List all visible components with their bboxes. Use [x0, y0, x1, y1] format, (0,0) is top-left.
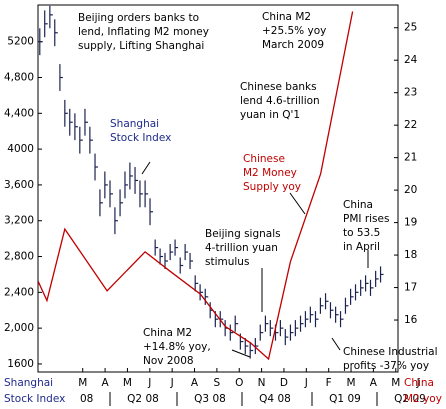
pointer [231, 349, 251, 358]
pointer [141, 161, 151, 175]
y2-tick-label: 20 [404, 184, 417, 196]
x-tick-label: J [304, 377, 308, 389]
annotation: Beijing signals [205, 228, 281, 240]
y2-tick-label: 25 [404, 22, 417, 34]
x-tick-label: O [235, 377, 243, 389]
axis-label: Shanghai [4, 377, 53, 389]
x-tick-label: A [191, 377, 199, 389]
quarter-label: Q2 09 [394, 393, 426, 405]
x-tick-label: M [78, 377, 87, 389]
y-tick-label: 5200 [7, 36, 34, 48]
annotation: Supply yoy [243, 181, 301, 193]
y2-tick-label: 18 [404, 249, 417, 261]
y-tick-label: 1600 [7, 358, 34, 370]
y2-tick-label: 16 [404, 314, 418, 326]
x-tick-label: A [101, 377, 109, 389]
x-tick-label: J [147, 377, 151, 389]
annotation: March 2009 [262, 39, 324, 51]
y-tick-label: 2,000 [4, 322, 34, 334]
annotation: lend 4.6-trillion [240, 95, 320, 107]
axis-label: China [404, 377, 434, 389]
x-tick-label: J [170, 377, 174, 389]
y2-tick-label: 23 [404, 87, 417, 99]
plot-frame [37, 4, 399, 373]
annotation: lend, Inflating M2 money [78, 26, 209, 38]
pointer [331, 337, 341, 351]
y2-tick-label: 21 [404, 152, 417, 164]
pointer [289, 192, 306, 215]
annotation: supply, Lifting Shanghai [78, 40, 204, 52]
annotation: in April [343, 241, 380, 253]
annotation: yuan in Q'1 [240, 109, 300, 121]
y2-tick-label: 24 [404, 54, 418, 66]
annotation: +14.8% yoy, [143, 341, 211, 353]
annotation: Nov 2008 [143, 355, 194, 367]
quarter-label: Q2 08 [127, 393, 159, 405]
annotation: China M2 [143, 327, 192, 339]
x-tick-label: M [347, 377, 356, 389]
y2-tick-label: 22 [404, 119, 417, 131]
x-tick-label: J [416, 377, 420, 389]
quarter-label: Q1 09 [329, 393, 361, 405]
y-tick-label: 2,400 [4, 286, 34, 298]
annotation: M2 Money [243, 167, 297, 179]
annotation: PMI rises [343, 213, 389, 225]
annotation: Chinese banks [240, 81, 317, 93]
annotation: +25.5% yoy [262, 25, 326, 37]
y-tick-label: 4000 [7, 143, 34, 155]
year-label: 08 [80, 393, 93, 405]
annotation: Beijing orders banks to [78, 12, 199, 24]
x-tick-label: N [258, 377, 266, 389]
quarter-label: Q4 08 [259, 393, 291, 405]
x-tick-label: M [391, 377, 400, 389]
y-tick-label: 3,600 [4, 179, 34, 191]
line-series [38, 11, 354, 361]
y-tick-label: 2,800 [4, 251, 34, 263]
annotation: stimulus [205, 256, 249, 268]
y2-tick-label: 17 [404, 282, 417, 294]
axis-label: M2 yoy [404, 393, 442, 405]
x-tick-label: M [123, 377, 132, 389]
x-tick-label: D [280, 377, 288, 389]
annotation: Chinese [243, 153, 285, 165]
y-tick-label: 4,800 [4, 72, 34, 84]
annotation: China [343, 199, 373, 211]
y-tick-label: 3,200 [4, 215, 34, 227]
x-tick-label: S [214, 377, 221, 389]
annotation: Shanghai [110, 118, 159, 130]
annotation: China M2 [262, 11, 311, 23]
annotation: 4-trillion yuan [205, 242, 278, 254]
y-tick-label: 4,400 [4, 107, 34, 119]
x-tick-label: F [326, 377, 332, 389]
annotation: Chinese Industrial [343, 346, 438, 358]
annotation: profits -37% yoy [343, 360, 429, 372]
annotation: to 53.5 [343, 227, 380, 239]
axis-label: Stock Index [4, 393, 65, 405]
x-tick-label: A [370, 377, 378, 389]
annotation: Stock Index [110, 132, 171, 144]
quarter-label: Q3 08 [194, 393, 226, 405]
y2-tick-label: 19 [404, 217, 417, 229]
